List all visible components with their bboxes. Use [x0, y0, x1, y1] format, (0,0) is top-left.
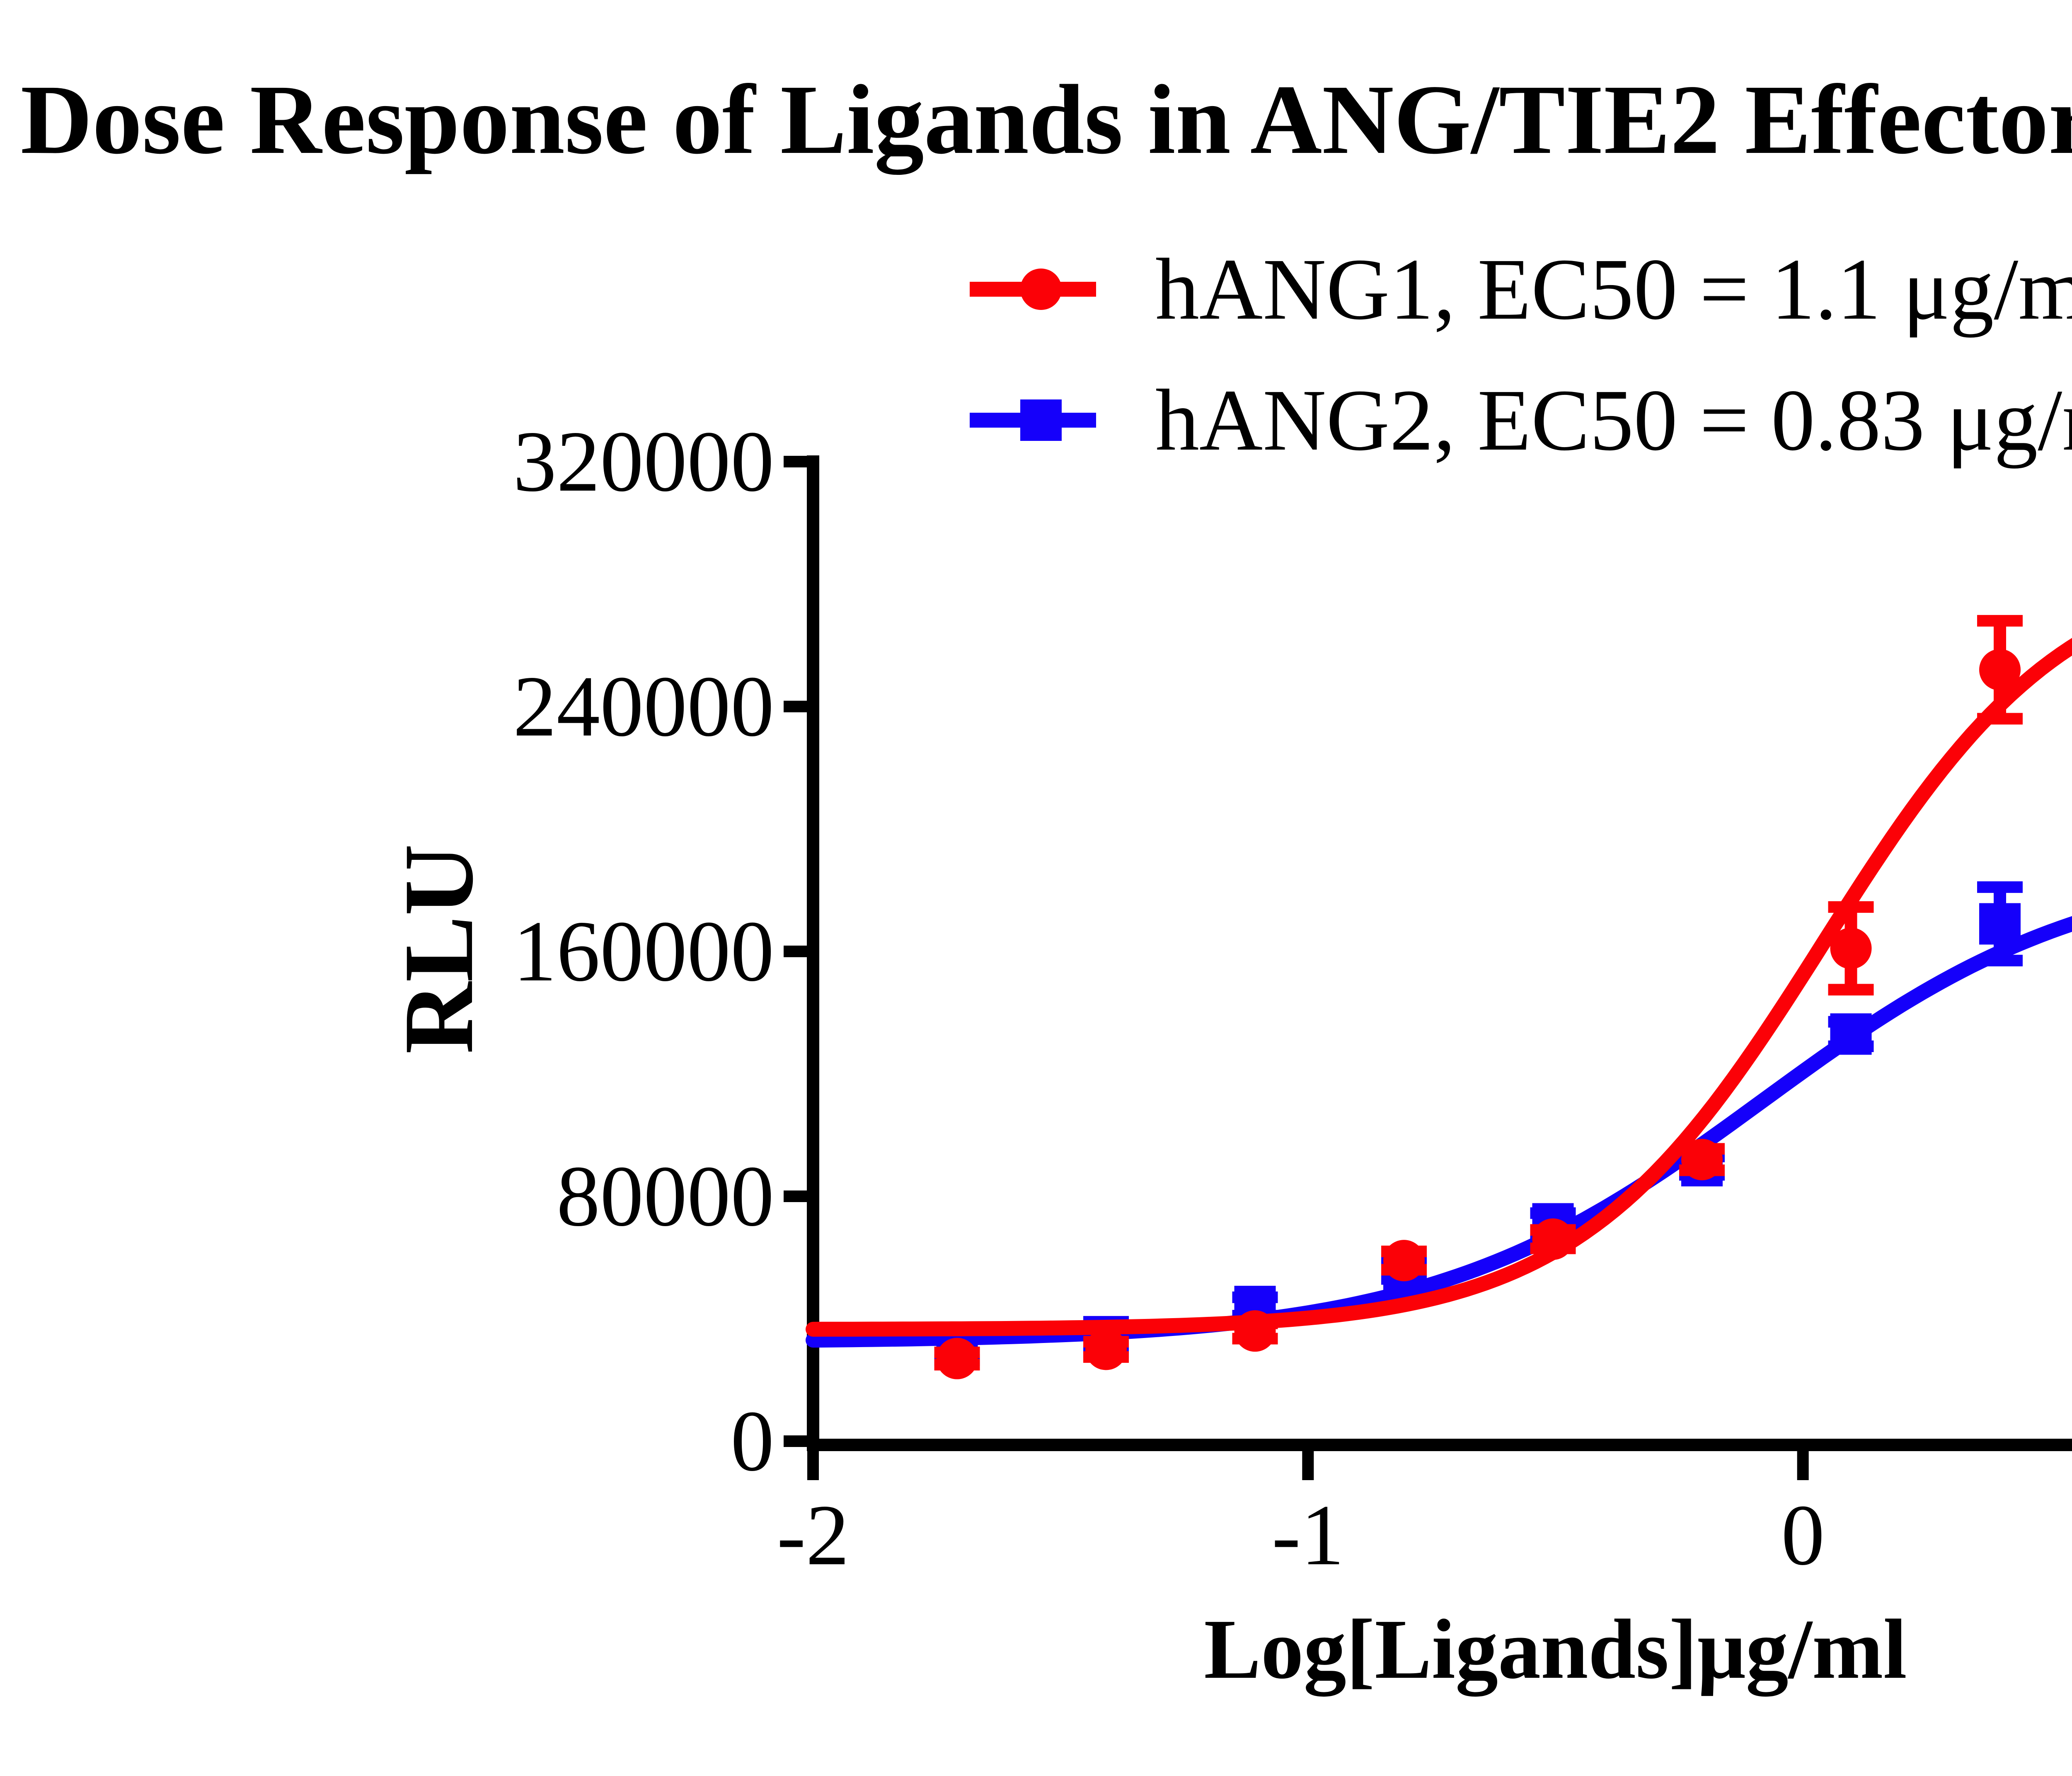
- data-point-hANG1: [1085, 1328, 1127, 1370]
- data-point-hANG1: [1532, 1218, 1574, 1260]
- y-tick-label: 320000: [513, 414, 774, 510]
- data-point-hANG1: [1979, 649, 2021, 691]
- data-point-hANG1: [1234, 1310, 1276, 1352]
- data-point-hANG1: [936, 1338, 978, 1379]
- legend-item-hang2: hANG2, EC50 = 0.83 μg/ml: [970, 366, 2072, 474]
- data-point-hANG1: [1830, 927, 1872, 969]
- x-tick-label: -2: [777, 1487, 850, 1583]
- y-tick-label: 80000: [557, 1148, 774, 1244]
- chart-title: Dose Response of Ligands in ANG/TIE2 Eff…: [20, 64, 2072, 174]
- y-tick-label: 0: [731, 1393, 774, 1489]
- data-point-hANG2: [1830, 1013, 1872, 1055]
- hang2-square-marker-icon: [1020, 399, 1062, 441]
- y-tick-label: 160000: [513, 903, 774, 999]
- y-tick-label: 240000: [513, 658, 774, 755]
- hang1-circle-marker-icon: [1020, 269, 1062, 310]
- hang2-legend-marker: [970, 366, 1096, 474]
- hang1-legend-marker: [970, 235, 1096, 343]
- x-tick-label: -1: [1272, 1487, 1344, 1583]
- fit-curve-hANG1: [806, 638, 2072, 1337]
- fit-curve-hANG2: [806, 916, 2072, 1348]
- data-point-hANG2: [1979, 903, 2021, 945]
- legend-item-hang1: hANG1, EC50 = 1.1 μg/ml: [970, 235, 2072, 343]
- legend-label-hang2: hANG2, EC50 = 0.83 μg/ml: [1155, 371, 2072, 469]
- data-point-hANG1: [1681, 1139, 1723, 1181]
- legend-label-hang1: hANG1, EC50 = 1.1 μg/ml: [1155, 240, 2072, 338]
- x-tick-label: 0: [1781, 1487, 1825, 1583]
- x-axis-title: Log[Ligands]μg/ml: [1204, 1602, 1907, 1696]
- data-point-hANG1: [1383, 1240, 1425, 1282]
